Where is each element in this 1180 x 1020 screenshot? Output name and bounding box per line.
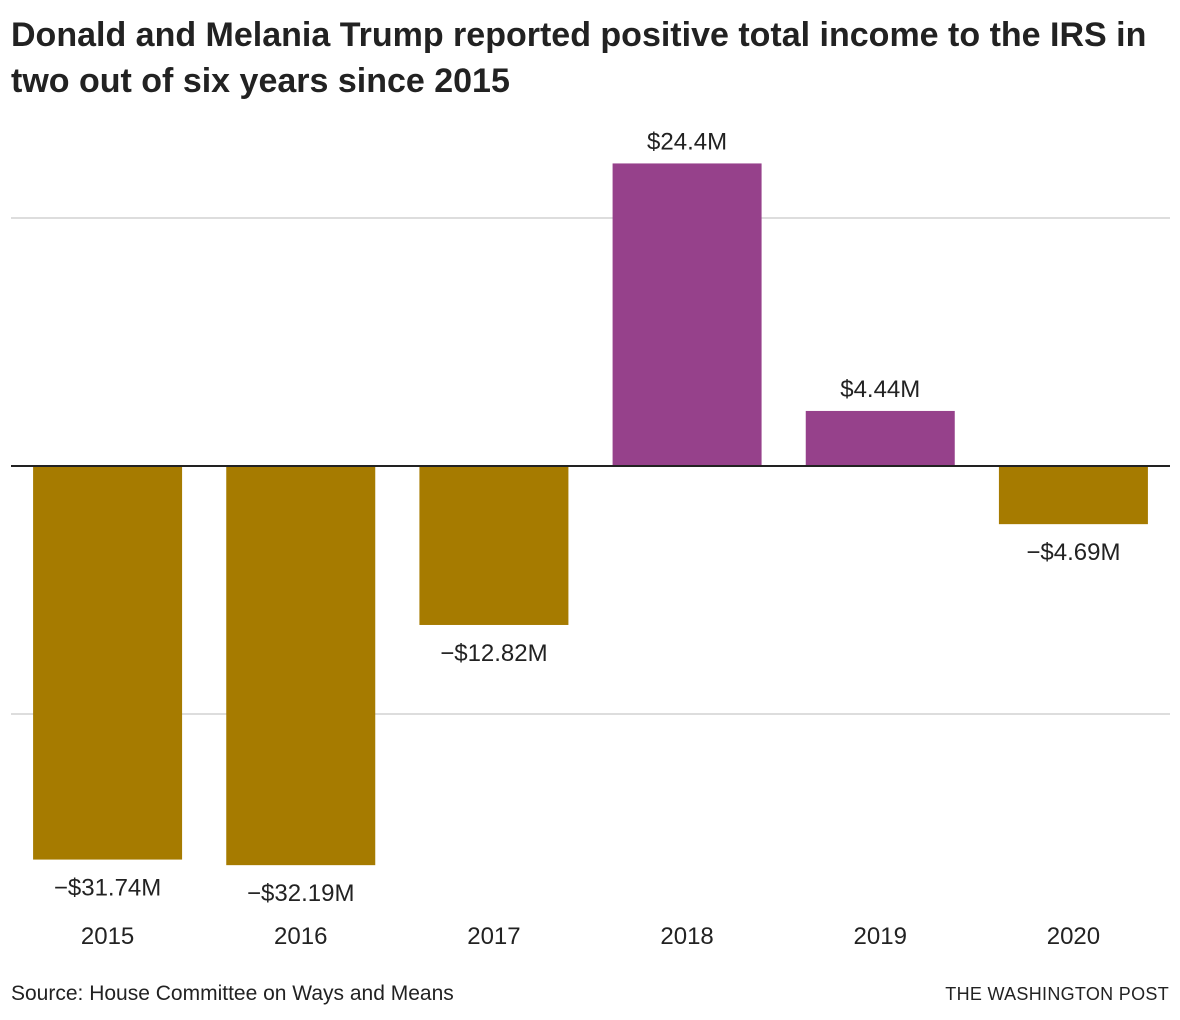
bar	[612, 163, 762, 466]
bar	[998, 466, 1148, 525]
publisher-credit: THE WASHINGTON POST	[945, 984, 1169, 1004]
bar	[805, 410, 955, 466]
x-tick-label: 2019	[854, 923, 907, 950]
bar	[33, 466, 183, 860]
source-note: Source: House Committee on Ways and Mean…	[11, 982, 454, 1005]
x-tick-label: 2015	[81, 923, 134, 950]
x-tick-label: 2017	[467, 923, 520, 950]
value-label: −$12.82M	[440, 640, 547, 667]
x-tick-label: 2020	[1047, 923, 1100, 950]
value-label: $24.4M	[647, 128, 727, 155]
x-tick-label: 2018	[660, 923, 713, 950]
chart-footer: Source: House Committee on Ways and Mean…	[11, 980, 1169, 1010]
value-label: −$4.69M	[1026, 539, 1120, 566]
bar	[419, 466, 569, 625]
bar	[226, 466, 376, 866]
x-tick-label: 2016	[274, 923, 327, 950]
bar-chart: −$31.74M 2015 −$32.19M 2016 −$12.82M 2017 $24.…	[11, 128, 1170, 950]
value-label: $4.44M	[840, 376, 920, 403]
value-label: −$31.74M	[54, 875, 161, 902]
chart-title: Donald and Melania Trump reported positi…	[11, 16, 1147, 100]
value-label: −$32.19M	[247, 880, 354, 907]
